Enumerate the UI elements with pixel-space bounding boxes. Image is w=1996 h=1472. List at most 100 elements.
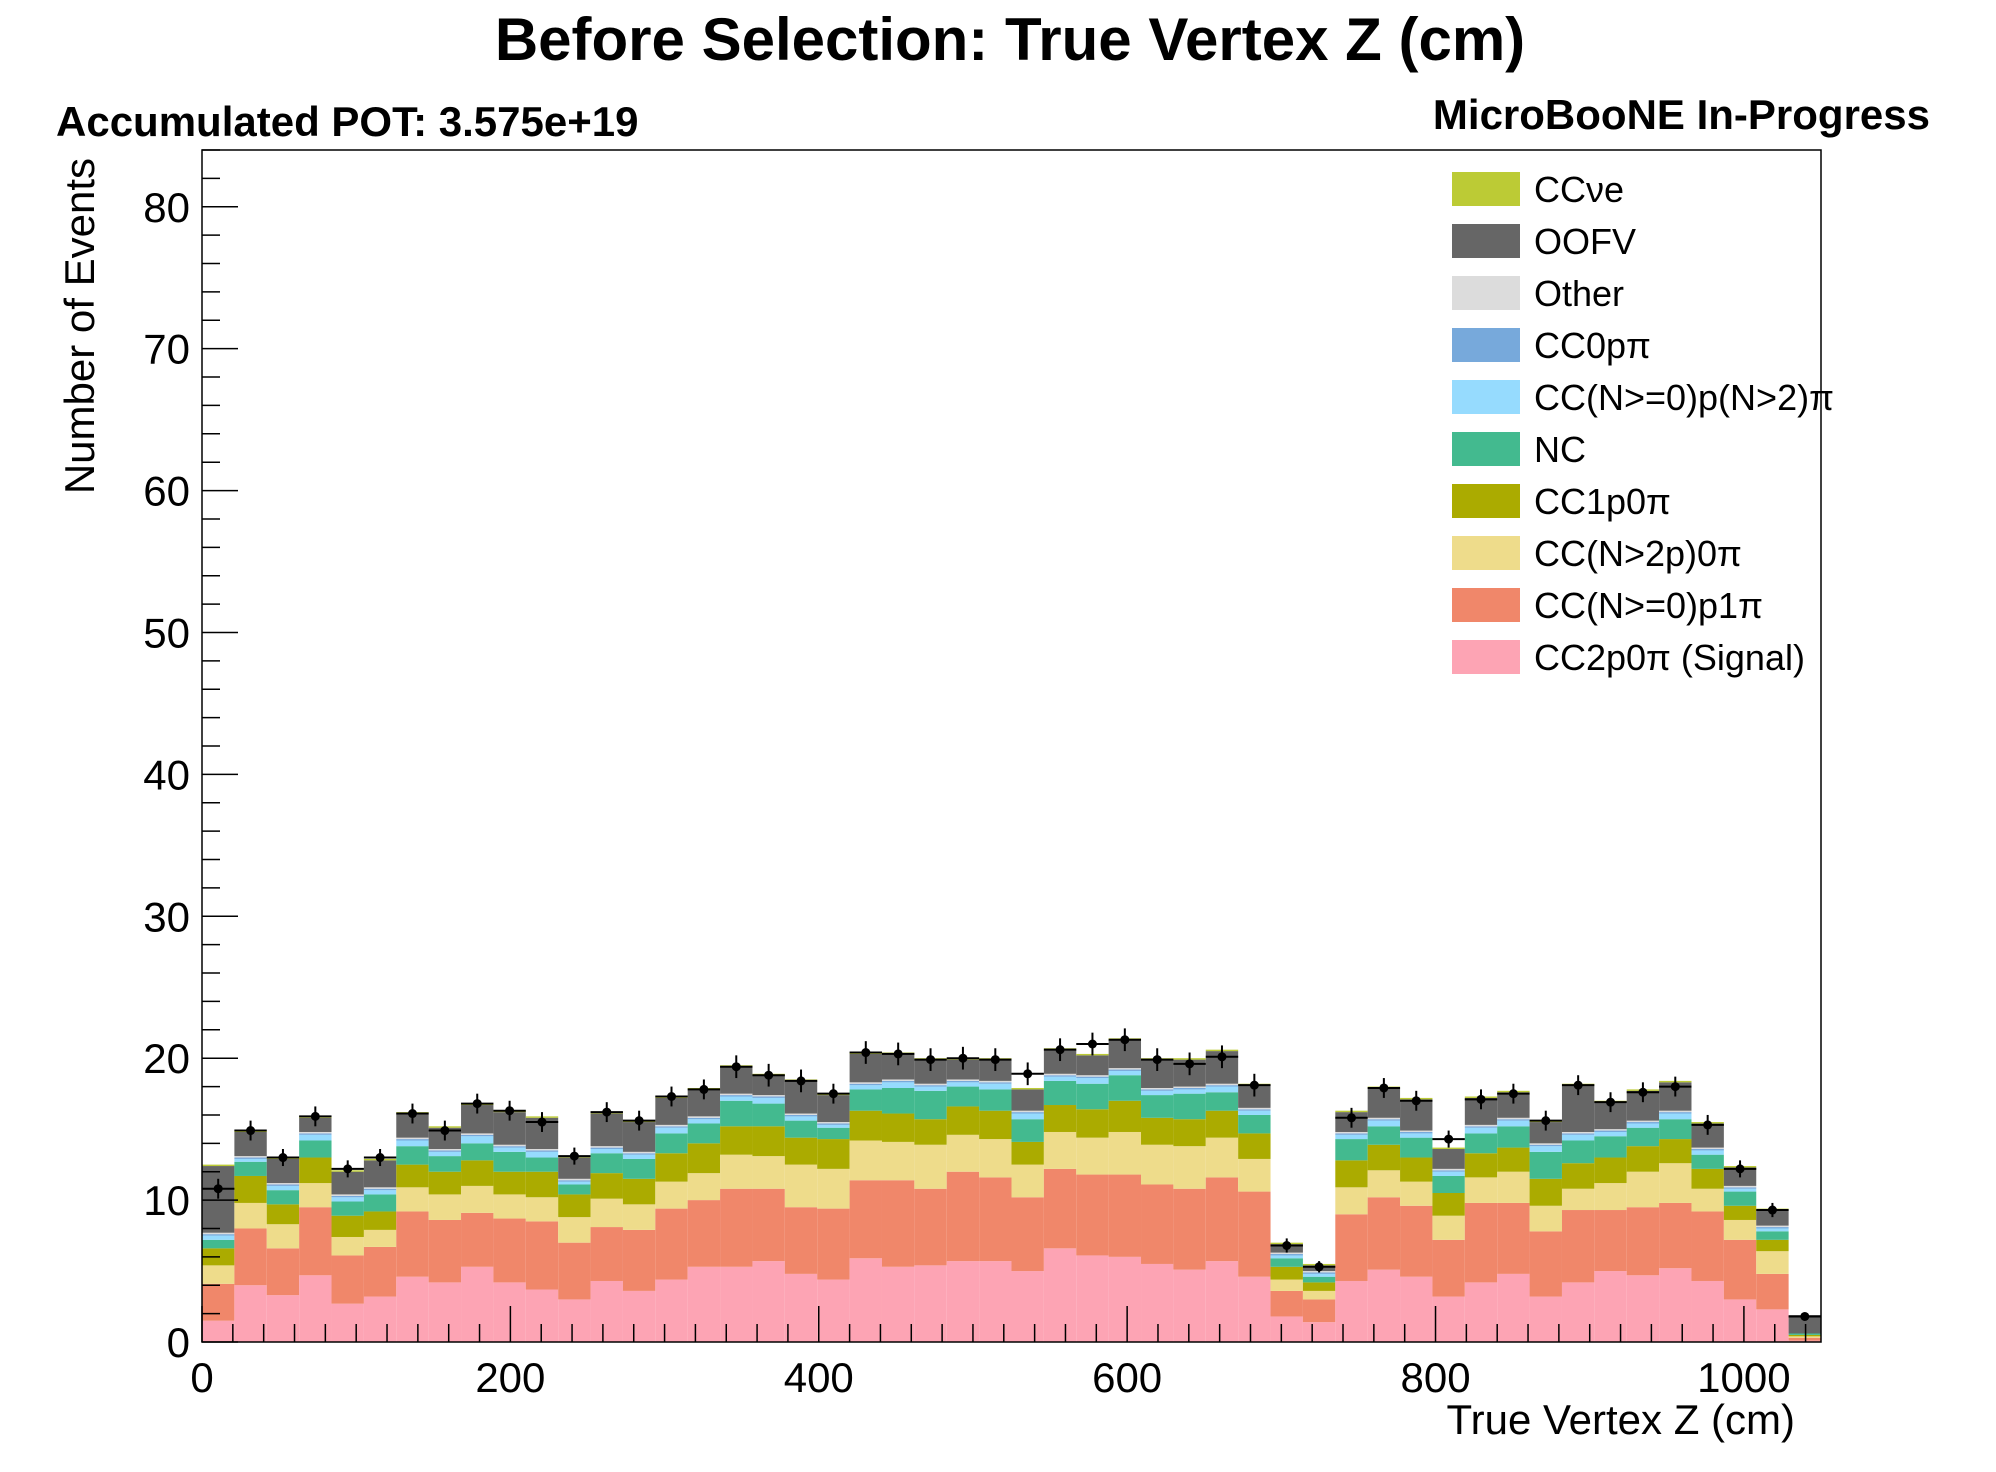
bar-segment-3-4 — [331, 1215, 364, 1237]
bar-segment-2-28 — [1108, 1131, 1142, 1175]
bar-segment-3-9 — [493, 1171, 526, 1195]
bar-segment-1-37 — [1400, 1205, 1433, 1277]
bar-segment-4-19 — [817, 1127, 850, 1140]
bar-segment-0-47 — [1723, 1299, 1757, 1342]
data-point-32 — [1238, 1073, 1271, 1097]
bar-segment-4-11 — [558, 1184, 591, 1195]
bar-segment-6-6 — [396, 1139, 429, 1141]
bar-segment-2-40 — [1497, 1171, 1530, 1203]
bar-segment-7-11 — [558, 1178, 591, 1181]
bar-segment-7-44 — [1626, 1120, 1660, 1123]
data-point-23 — [946, 1046, 980, 1070]
bar-segment-5-26 — [1043, 1076, 1077, 1081]
bar-segment-4-8 — [461, 1143, 494, 1161]
bar-segment-1-1 — [234, 1228, 267, 1286]
bar-segment-4-22 — [914, 1090, 947, 1120]
bar-segment-2-12 — [590, 1198, 623, 1228]
bar-segment-4-49 — [1788, 1333, 1821, 1335]
bar-segment-6-2 — [266, 1184, 300, 1186]
bar-segment-6-21 — [881, 1080, 915, 1083]
data-point-25 — [1011, 1062, 1044, 1086]
bar-segment-4-36 — [1367, 1126, 1401, 1145]
bar-segment-3-17 — [752, 1126, 785, 1157]
bar-segment-1-21 — [881, 1180, 915, 1267]
bar-segment-2-23 — [946, 1134, 980, 1172]
bar-segment-1-4 — [331, 1255, 364, 1304]
legend-swatch — [1452, 224, 1520, 258]
data-point-36 — [1367, 1078, 1401, 1098]
bar-segment-0-30 — [1173, 1269, 1206, 1342]
bar-segment-7-25 — [1011, 1110, 1044, 1113]
bar-segment-4-0 — [202, 1239, 235, 1249]
bar-segment-0-15 — [687, 1266, 721, 1342]
bar-segment-4-46 — [1691, 1154, 1724, 1169]
bar-segment-7-21 — [881, 1079, 915, 1081]
bar-segment-0-18 — [784, 1273, 818, 1342]
legend: CCνe OOFV Other CC0pπ CC(N>=0)p(N>2)π NC CC1p0… — [1452, 169, 1834, 678]
bar-segment-5-39 — [1464, 1127, 1498, 1134]
bar-segment-5-30 — [1173, 1089, 1206, 1094]
legend-label: CC(N>2p)0π — [1534, 533, 1742, 574]
data-point-16 — [720, 1055, 753, 1079]
y-tick-label: 20 — [143, 1035, 190, 1082]
bar-segment-1-18 — [784, 1207, 818, 1274]
bar-segment-0-44 — [1626, 1275, 1660, 1342]
bar-segment-1-14 — [655, 1208, 688, 1280]
bar-segment-2-9 — [493, 1194, 526, 1219]
bar-segment-2-22 — [914, 1144, 947, 1189]
bar-segment-3-1 — [234, 1175, 267, 1203]
data-point-40 — [1497, 1083, 1530, 1104]
bar-segment-2-16 — [720, 1154, 753, 1189]
bar-segment-2-10 — [525, 1197, 559, 1222]
data-point-9 — [493, 1100, 526, 1121]
bar-segment-2-0 — [202, 1265, 235, 1284]
bar-segment-1-27 — [1076, 1174, 1109, 1256]
bar-segment-4-9 — [493, 1151, 526, 1172]
bar-segment-0-20 — [849, 1258, 882, 1342]
legend-label: CC(N>=0)p(N>2)π — [1534, 377, 1834, 418]
legend-swatch — [1452, 432, 1520, 466]
bar-segment-1-10 — [525, 1221, 559, 1290]
bar-segment-3-27 — [1076, 1109, 1109, 1138]
data-point-13 — [622, 1110, 656, 1131]
y-axis: 0 10 20 30 40 50 60 70 80 — [143, 149, 238, 1366]
x-tick-label: 200 — [475, 1354, 545, 1401]
bar-segment-4-13 — [622, 1158, 656, 1179]
bar-segment-7-36 — [1367, 1117, 1401, 1120]
bar-segment-3-16 — [720, 1126, 753, 1155]
bar-segment-7-39 — [1464, 1124, 1498, 1127]
bar-segment-0-7 — [428, 1282, 462, 1342]
bar-segment-2-21 — [881, 1141, 915, 1181]
bar-segment-0-37 — [1400, 1276, 1433, 1342]
bar-segment-5-4 — [331, 1197, 364, 1202]
bar-segment-5-24 — [979, 1083, 1012, 1090]
bar-segment-4-3 — [299, 1140, 332, 1158]
data-point-15 — [687, 1079, 721, 1100]
bar-segment-5-11 — [558, 1181, 591, 1185]
bar-segment-4-7 — [428, 1156, 462, 1172]
bar-segment-1-15 — [687, 1200, 721, 1267]
bar-segment-4-39 — [1464, 1133, 1498, 1154]
legend-swatch — [1452, 380, 1520, 414]
bar-segment-3-3 — [299, 1157, 332, 1184]
y-tick-label: 10 — [143, 1177, 190, 1224]
y-tick-label: 70 — [143, 326, 190, 373]
bar-segment-7-19 — [817, 1122, 850, 1124]
bar-segment-0-12 — [590, 1280, 623, 1342]
bar-segment-6-20 — [849, 1083, 882, 1086]
legend-entry-2: CC(N>2p)0π — [1452, 533, 1742, 574]
data-point-37 — [1400, 1090, 1433, 1111]
bar-segment-4-5 — [363, 1194, 397, 1212]
bar-segment-2-19 — [817, 1168, 850, 1209]
y-tick-label: 30 — [143, 893, 190, 940]
legend-label: CC2p0π (Signal) — [1534, 637, 1805, 678]
bar-segment-6-23 — [946, 1080, 980, 1083]
x-axis: 0 200 400 600 800 1000 — [190, 1306, 1807, 1401]
bar-segment-2-24 — [979, 1139, 1012, 1178]
bar-segment-7-31 — [1205, 1083, 1239, 1086]
bar-segment-0-26 — [1043, 1248, 1077, 1342]
data-point-34 — [1302, 1261, 1336, 1273]
legend-swatch — [1452, 484, 1520, 518]
x-tick-label: 800 — [1400, 1354, 1470, 1401]
bar-segment-5-0 — [202, 1235, 235, 1240]
